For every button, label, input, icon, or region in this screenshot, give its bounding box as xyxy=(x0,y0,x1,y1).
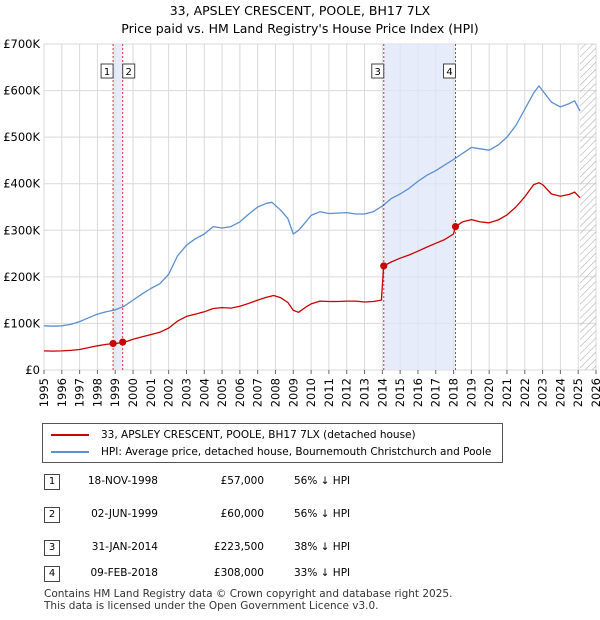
transaction-date: 09-FEB-2018 xyxy=(90,567,158,579)
legend: 33, APSLEY CRESCENT, POOLE, BH17 7LX (de… xyxy=(42,423,503,463)
transaction-badge: 4 xyxy=(44,566,60,582)
x-tick-label: 2017 xyxy=(429,378,443,407)
x-tick-label: 1999 xyxy=(108,378,122,407)
x-tick-label: 1995 xyxy=(37,378,51,407)
shaded-span xyxy=(113,44,123,370)
legend-label-hpi: HPI: Average price, detached house, Bour… xyxy=(101,446,492,458)
legend-swatch-hpi xyxy=(51,451,89,453)
x-tick-label: 2002 xyxy=(162,378,176,407)
legend-label-property: 33, APSLEY CRESCENT, POOLE, BH17 7LX (de… xyxy=(101,429,416,441)
x-tick-label: 2013 xyxy=(358,378,372,407)
x-tick-label: 2003 xyxy=(179,378,193,407)
chart-title: 33, APSLEY CRESCENT, POOLE, BH17 7LX xyxy=(169,3,431,18)
x-tick-label: 2006 xyxy=(233,378,247,407)
transaction-date: 02-JUN-1999 xyxy=(91,508,158,520)
y-tick-label: £400K xyxy=(3,177,40,191)
legend-item-hpi: HPI: Average price, detached house, Bour… xyxy=(51,444,491,460)
transaction-hpi: 33% ↓ HPI xyxy=(294,567,351,579)
marker-box xyxy=(100,63,114,79)
x-tick-label: 2004 xyxy=(197,378,211,407)
table-row: 2 02-JUN-1999 £60,000 56% ↓ HPI xyxy=(42,507,422,525)
x-tick-label: 2005 xyxy=(215,378,229,407)
marker-label: 3 xyxy=(375,67,381,78)
table-row: 3 31-JAN-2014 £223,500 38% ↓ HPI xyxy=(42,540,422,558)
marker-box xyxy=(443,63,457,79)
marker-dot xyxy=(119,338,127,346)
x-tick-label: 2020 xyxy=(482,378,496,407)
x-tick-label: 2000 xyxy=(126,378,140,407)
table-row: 4 09-FEB-2018 £308,000 33% ↓ HPI xyxy=(42,566,422,584)
y-tick-label: £300K xyxy=(3,223,40,237)
marker-dot xyxy=(451,222,460,231)
marker-dot xyxy=(380,262,388,270)
shaded-span xyxy=(383,44,456,370)
x-tick-label: 2026 xyxy=(589,378,600,407)
x-tick-label: 2011 xyxy=(322,378,336,407)
y-tick-label: £500K xyxy=(3,130,40,144)
table-row: 1 18-NOV-1998 £57,000 56% ↓ HPI xyxy=(42,474,422,492)
hpi-line xyxy=(43,85,581,327)
transaction-price: £57,000 xyxy=(220,475,264,487)
marker-label: 2 xyxy=(126,67,132,78)
y-tick-label: £600K xyxy=(3,84,40,98)
x-tick-label: 2018 xyxy=(447,378,461,407)
x-tick-label: 2023 xyxy=(536,378,550,407)
x-tick-label: 2012 xyxy=(340,378,354,407)
x-tick-label: 2010 xyxy=(304,378,318,407)
y-tick-label: £200K xyxy=(3,270,40,284)
x-tick-label: 2021 xyxy=(500,378,514,407)
price-chart: £0 £100K £200K £300K £400K £500K £600K £700K 199… xyxy=(3,37,600,407)
marker-box xyxy=(371,63,385,79)
marker-label: 4 xyxy=(446,67,452,78)
marker-box xyxy=(122,63,136,79)
transaction-hpi: 38% ↓ HPI xyxy=(294,541,351,553)
x-tick-label: 1997 xyxy=(73,378,87,407)
x-tick-label: 2009 xyxy=(286,378,300,407)
transaction-hpi: 56% ↓ HPI xyxy=(294,475,351,487)
marker-label: 1 xyxy=(104,67,110,78)
plot-area xyxy=(43,43,597,371)
transaction-date: 31-JAN-2014 xyxy=(91,541,158,553)
x-tick-label: 2019 xyxy=(464,378,478,407)
x-tick-label: 2008 xyxy=(268,378,282,407)
transaction-badge: 1 xyxy=(44,474,60,490)
marker-dot xyxy=(109,339,117,348)
x-tick-label: 2016 xyxy=(411,378,425,407)
y-tick-label: £100K xyxy=(3,316,40,330)
x-tick-label: 1996 xyxy=(55,378,69,407)
y-tick-label: £0 xyxy=(25,363,40,377)
x-tick-label: 2014 xyxy=(375,378,389,407)
legend-item-property: 33, APSLEY CRESCENT, POOLE, BH17 7LX (de… xyxy=(51,427,416,443)
transaction-hpi: 56% ↓ HPI xyxy=(294,508,351,520)
x-tick-label: 2022 xyxy=(518,378,532,407)
chart-subtitle: Price paid vs. HM Land Registry's House … xyxy=(121,21,479,36)
x-tick-label: 2024 xyxy=(553,378,567,407)
x-tick-label: 1998 xyxy=(90,378,104,407)
x-tick-label: 2001 xyxy=(144,378,158,407)
transaction-price: £223,500 xyxy=(213,541,264,553)
x-tick-label: 2025 xyxy=(571,378,585,407)
transaction-price: £60,000 xyxy=(220,508,264,520)
property-price-line xyxy=(43,182,581,352)
y-tick-label: £700K xyxy=(3,37,40,51)
x-tick-label: 2007 xyxy=(251,378,265,407)
x-tick-label: 2015 xyxy=(393,378,407,407)
legend-swatch-property xyxy=(51,434,89,436)
future-hatch xyxy=(579,44,596,370)
transaction-badge: 3 xyxy=(44,540,60,556)
footer: Contains HM Land Registry data © Crown c… xyxy=(44,588,452,612)
transaction-price: £308,000 xyxy=(213,567,264,579)
transaction-badge: 2 xyxy=(44,507,60,523)
footer-copyright: Contains HM Land Registry data © Crown c… xyxy=(44,588,453,600)
footer-license: This data is licensed under the Open Gov… xyxy=(44,600,379,612)
transaction-date: 18-NOV-1998 xyxy=(87,475,158,487)
